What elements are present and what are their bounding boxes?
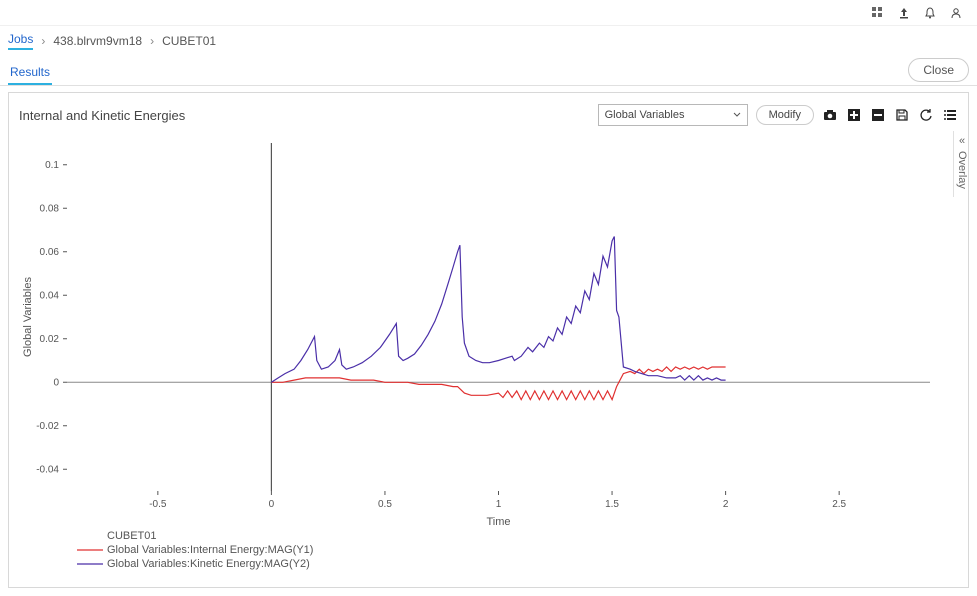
chevron-down-icon bbox=[733, 111, 741, 119]
overlay-label: Overlay bbox=[956, 151, 968, 189]
upload-icon[interactable] bbox=[897, 6, 911, 20]
save-icon[interactable] bbox=[894, 107, 910, 123]
svg-text:2.5: 2.5 bbox=[832, 499, 846, 510]
close-button[interactable]: Close bbox=[908, 58, 969, 82]
svg-text:1.5: 1.5 bbox=[605, 499, 619, 510]
list-icon[interactable] bbox=[942, 107, 958, 123]
breadcrumb-item-1[interactable]: 438.blrvm9vm18 bbox=[53, 34, 142, 48]
bell-icon[interactable] bbox=[923, 6, 937, 20]
overlay-tab[interactable]: « Overlay bbox=[953, 131, 970, 197]
svg-text:-0.02: -0.02 bbox=[36, 421, 59, 432]
refresh-icon[interactable] bbox=[918, 107, 934, 123]
svg-text:0.06: 0.06 bbox=[40, 247, 60, 258]
breadcrumb-item-2[interactable]: CUBET01 bbox=[162, 34, 216, 48]
user-icon[interactable] bbox=[949, 6, 963, 20]
variable-select-value: Global Variables bbox=[605, 109, 685, 121]
svg-text:Global Variables:Kinetic Energ: Global Variables:Kinetic Energy:MAG(Y2) bbox=[107, 558, 310, 570]
breadcrumb-sep: › bbox=[41, 34, 45, 48]
chart-svg: -0.04 -0.02 0 0.02 0.04 0.06 0.08 0.1 -0.5 0 0.5 1 1… bbox=[19, 133, 940, 579]
chevron-left-icon: « bbox=[959, 135, 965, 147]
svg-text:CUBET01: CUBET01 bbox=[107, 530, 157, 542]
breadcrumb-sep: › bbox=[150, 34, 154, 48]
camera-icon[interactable] bbox=[822, 107, 838, 123]
svg-text:Global Variables: Global Variables bbox=[22, 277, 34, 357]
chart-area: -0.04 -0.02 0 0.02 0.04 0.06 0.08 0.1 -0.5 0 0.5 1 1… bbox=[19, 133, 940, 579]
svg-text:2: 2 bbox=[723, 499, 729, 510]
svg-text:0.1: 0.1 bbox=[45, 160, 59, 171]
panel-title: Internal and Kinetic Energies bbox=[19, 108, 185, 123]
add-icon[interactable] bbox=[846, 107, 862, 123]
tab-results[interactable]: Results bbox=[8, 61, 52, 85]
chart-panel: Internal and Kinetic Energies Global Var… bbox=[8, 92, 969, 588]
panel-controls: Global Variables Modify bbox=[598, 104, 958, 126]
variable-select[interactable]: Global Variables bbox=[598, 104, 748, 126]
svg-text:0.02: 0.02 bbox=[40, 334, 60, 345]
svg-text:0: 0 bbox=[53, 377, 59, 388]
tabs-row: Results Close bbox=[0, 56, 977, 86]
svg-text:0: 0 bbox=[269, 499, 275, 510]
svg-text:-0.5: -0.5 bbox=[149, 499, 167, 510]
svg-text:Global Variables:Internal Ener: Global Variables:Internal Energy:MAG(Y1) bbox=[107, 544, 313, 556]
svg-text:Time: Time bbox=[486, 516, 510, 528]
svg-text:0.5: 0.5 bbox=[378, 499, 392, 510]
panel-header: Internal and Kinetic Energies Global Var… bbox=[19, 101, 958, 129]
breadcrumb-root[interactable]: Jobs bbox=[8, 32, 33, 50]
top-icon-bar bbox=[0, 0, 977, 26]
content: Internal and Kinetic Energies Global Var… bbox=[0, 86, 977, 596]
svg-text:-0.04: -0.04 bbox=[36, 464, 59, 475]
remove-icon[interactable] bbox=[870, 107, 886, 123]
svg-text:1: 1 bbox=[496, 499, 502, 510]
modify-button[interactable]: Modify bbox=[756, 105, 814, 125]
apps-icon[interactable] bbox=[871, 6, 885, 20]
breadcrumb: Jobs › 438.blrvm9vm18 › CUBET01 bbox=[0, 26, 977, 56]
svg-text:0.04: 0.04 bbox=[40, 290, 60, 301]
svg-text:0.08: 0.08 bbox=[40, 203, 60, 214]
